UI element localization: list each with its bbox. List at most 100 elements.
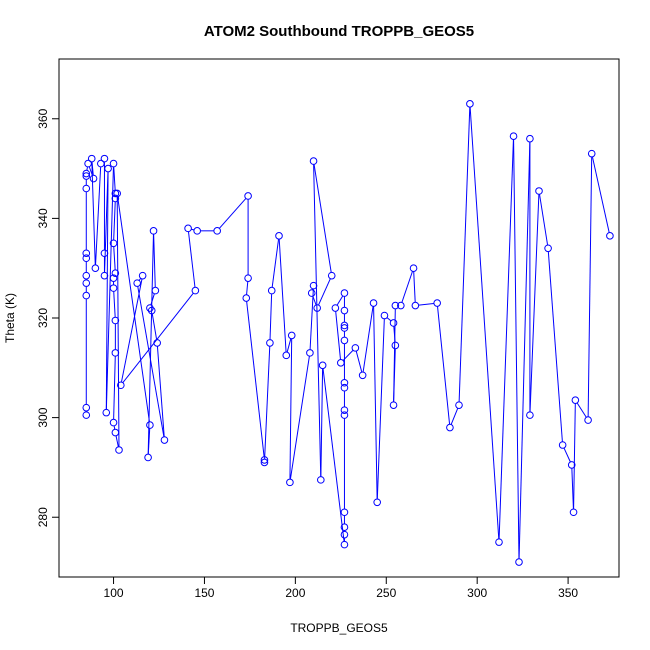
data-point: [341, 307, 348, 314]
data-point: [496, 539, 503, 546]
data-point: [412, 302, 419, 309]
data-point: [374, 499, 381, 506]
data-point: [245, 193, 252, 200]
data-point: [341, 509, 348, 516]
series-segment: [319, 279, 331, 305]
data-point: [527, 135, 534, 142]
data-point: [467, 101, 474, 108]
y-tick-label: 280: [36, 507, 50, 527]
data-point: [572, 397, 579, 404]
data-point: [341, 541, 348, 548]
data-point: [161, 437, 168, 444]
series-segment: [572, 468, 574, 508]
series-segment: [514, 140, 519, 559]
series-segment: [114, 167, 115, 190]
data-point: [101, 155, 108, 162]
data-point: [434, 300, 441, 307]
series-segment: [92, 162, 95, 265]
data-point: [359, 372, 366, 379]
series-segment: [310, 289, 313, 349]
data-point: [105, 165, 112, 172]
data-point: [92, 265, 99, 272]
series-segment: [154, 234, 156, 287]
series-segment: [114, 356, 116, 419]
data-point: [152, 287, 159, 294]
data-point: [307, 350, 314, 357]
data-point: [318, 477, 325, 484]
data-point: [390, 320, 397, 327]
data-point: [83, 404, 90, 411]
data-point: [390, 402, 397, 409]
data-point: [245, 275, 252, 282]
data-point: [154, 340, 161, 347]
y-tick-label: 340: [36, 208, 50, 228]
series-segment: [574, 404, 576, 509]
data-point: [341, 379, 348, 386]
data-point: [150, 228, 157, 235]
data-point: [381, 312, 388, 319]
data-point: [341, 337, 348, 344]
x-tick-label: 350: [558, 586, 578, 600]
series-segment: [540, 194, 548, 244]
y-tick-label: 300: [36, 407, 50, 427]
data-point: [267, 340, 274, 347]
data-point: [194, 228, 201, 235]
data-point: [332, 305, 339, 312]
data-point: [185, 225, 192, 232]
data-point: [310, 282, 317, 289]
series-segment: [337, 296, 342, 305]
series-segment: [459, 107, 470, 401]
data-point: [276, 233, 283, 240]
data-point: [110, 160, 117, 167]
data-point: [510, 133, 517, 140]
series-segment: [157, 346, 164, 436]
data-point: [139, 272, 146, 279]
series-segment: [321, 369, 323, 477]
data-point: [341, 531, 348, 538]
data-point: [588, 150, 595, 157]
series-segment: [279, 239, 286, 352]
series-segment: [377, 319, 384, 499]
data-point: [287, 479, 294, 486]
data-point: [83, 280, 90, 287]
series-segment: [592, 157, 609, 232]
series-segment: [290, 339, 292, 479]
series-segment: [114, 426, 115, 429]
series-segment: [270, 294, 272, 339]
series-segment: [588, 157, 592, 416]
data-point: [310, 158, 317, 165]
series-segment: [577, 403, 586, 417]
x-tick-label: 300: [467, 586, 487, 600]
x-tick-label: 150: [194, 586, 214, 600]
series-segment: [96, 167, 101, 265]
series-segment: [116, 436, 118, 447]
data-point: [410, 265, 417, 272]
data-point: [88, 155, 95, 162]
series-segment: [387, 318, 391, 321]
data-point: [319, 362, 326, 369]
data-point: [352, 345, 359, 352]
data-point: [110, 419, 117, 426]
series-segment: [152, 314, 156, 339]
series-segment: [220, 199, 246, 229]
series-segment: [287, 339, 291, 352]
data-point: [83, 185, 90, 192]
series-segment: [438, 307, 450, 425]
data-point: [112, 350, 119, 357]
data-point: [112, 429, 119, 436]
series-segment: [114, 247, 115, 270]
data-point: [447, 424, 454, 431]
data-point: [288, 332, 295, 339]
data-point: [83, 250, 90, 257]
series-segment: [336, 312, 341, 360]
series-segment: [191, 229, 193, 230]
data-point: [90, 175, 97, 182]
x-tick-label: 200: [285, 586, 305, 600]
series-segment: [313, 296, 316, 304]
series-segment: [247, 282, 248, 295]
data-point: [147, 422, 154, 429]
series-segment: [564, 448, 570, 462]
series-segment: [356, 351, 361, 372]
data-point: [134, 280, 141, 287]
